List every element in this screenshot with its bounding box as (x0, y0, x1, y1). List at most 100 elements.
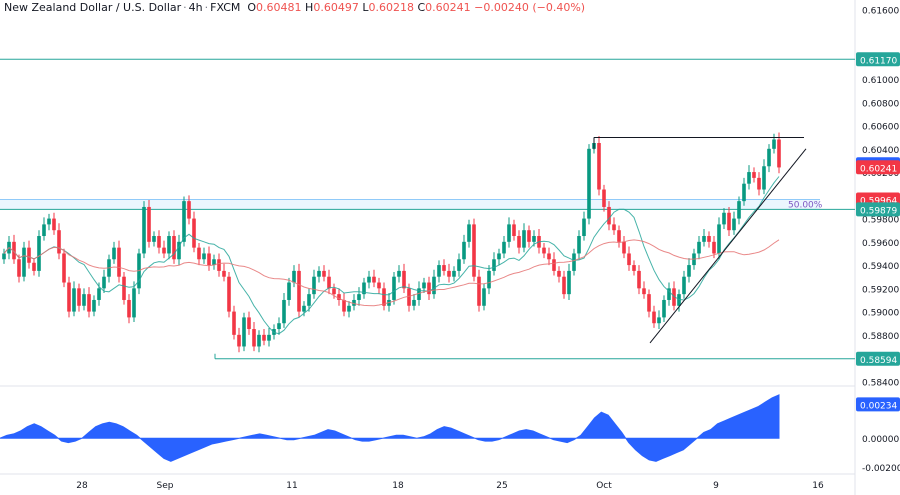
candle-body (57, 230, 61, 254)
candle-body (237, 334, 241, 347)
y-tick-label: 0.59000 (862, 309, 899, 319)
high-value: 0.60497 (313, 1, 359, 14)
candle-body (262, 334, 266, 341)
candle-body (222, 270, 226, 277)
candle-body (587, 148, 591, 219)
candle-body (287, 282, 291, 300)
candle-body (52, 218, 56, 231)
candle-body (582, 218, 586, 237)
y-tick-label: 0.61600 (862, 6, 899, 16)
osc-current-box (856, 397, 900, 412)
candle-body (82, 294, 86, 306)
candle-body (652, 311, 656, 324)
y-tick-label: 0.59400 (862, 262, 899, 272)
symbol-header: New Zealand Dollar / U.S. Dollar · 4h · FXCM… (4, 1, 586, 14)
candle-body (177, 241, 181, 260)
candle-body (322, 270, 326, 277)
candle-body (457, 259, 461, 271)
candle-body (32, 262, 36, 271)
candle-body (37, 236, 41, 271)
candle-body (452, 270, 456, 277)
candle-body (637, 270, 641, 289)
candle-body (372, 276, 376, 283)
candle-body (522, 230, 526, 248)
candle-body (142, 206, 146, 254)
candle-body (512, 224, 516, 237)
candle-body (97, 288, 101, 300)
x-tick-label: 9 (713, 481, 719, 491)
symbol-name[interactable]: New Zealand Dollar / U.S. Dollar (4, 1, 182, 14)
candle-body (217, 259, 221, 271)
candle-body (182, 201, 186, 242)
candle-body (367, 276, 371, 283)
candle-body (667, 288, 671, 300)
candle-body (567, 270, 571, 295)
candle-body (2, 253, 6, 260)
candle-body (442, 265, 446, 271)
candle-body (197, 247, 201, 260)
candle-body (47, 218, 51, 225)
candle-body (22, 247, 26, 277)
candle-body (392, 276, 396, 300)
candle-body (407, 288, 411, 306)
candle-body (682, 276, 686, 295)
candle-body (202, 253, 206, 260)
candle-body (687, 265, 691, 277)
exchange: FXCM (210, 1, 241, 14)
candle-body (382, 288, 386, 306)
candle-body (642, 288, 646, 295)
price-label-box (856, 160, 900, 175)
trendline (649, 148, 807, 344)
candle-body (187, 201, 191, 219)
y-tick-label: 0.60800 (862, 99, 899, 109)
candle-body (292, 270, 296, 283)
candle-body (277, 323, 281, 330)
candle-body (77, 288, 81, 306)
candle-body (397, 270, 401, 277)
candle-body (467, 224, 471, 242)
candle-body (752, 172, 756, 178)
candle-body (632, 265, 636, 271)
candle-body (702, 236, 706, 242)
candle-body (462, 241, 466, 260)
candle-body (547, 253, 551, 260)
candle-body (327, 276, 331, 289)
candle-body (352, 299, 356, 306)
candle-body (247, 317, 251, 330)
candle-body (337, 294, 341, 300)
candle-body (747, 172, 751, 184)
candle-body (207, 253, 211, 266)
candle-body (12, 241, 16, 260)
candle-body (67, 282, 71, 312)
x-tick-label: 18 (392, 481, 404, 491)
y-tick-label: 0.59200 (862, 285, 899, 295)
candle-body (257, 334, 261, 347)
x-tick-label: Sep (157, 481, 174, 491)
candle-body (347, 305, 351, 312)
candle-body (117, 247, 121, 277)
x-tick-label: 28 (76, 481, 88, 491)
candle-body (487, 270, 491, 289)
candle-body (92, 299, 96, 312)
candle-body (307, 294, 311, 306)
candle-body (607, 206, 611, 225)
y-tick-label: 0.61000 (862, 76, 899, 86)
candle-body (497, 253, 501, 260)
candle-body (772, 139, 776, 149)
candle-body (232, 311, 236, 335)
candle-body (697, 241, 701, 254)
candle-body (312, 276, 316, 295)
candle-body (302, 305, 306, 312)
candle-body (712, 241, 716, 254)
price-label-box (856, 202, 900, 217)
open-value: 0.60481 (256, 1, 302, 14)
osc-current-label: 0.00234 (860, 401, 897, 411)
candle-body (132, 288, 136, 318)
candle-body (727, 212, 731, 231)
candle-body (167, 236, 171, 254)
interval[interactable]: 4h (188, 1, 203, 14)
y-tick-label: 0.60400 (862, 146, 899, 156)
low-value: 0.60218 (368, 1, 414, 14)
candle-body (602, 189, 606, 207)
